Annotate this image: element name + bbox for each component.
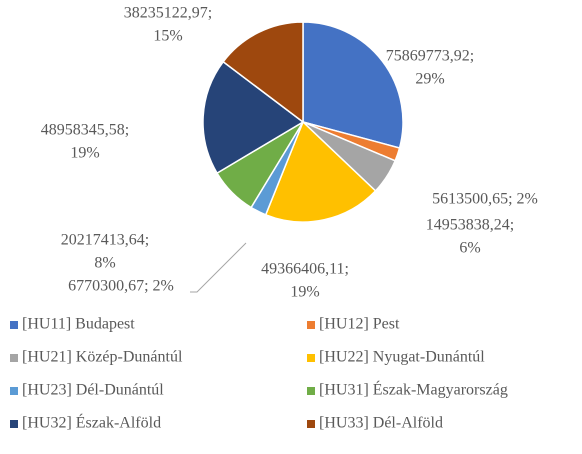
data-label: 38235122,97; 15%	[124, 4, 212, 44]
legend-swatch	[307, 321, 315, 329]
legend-label: [HU22] Nyugat-Dunántúl	[319, 349, 485, 366]
data-label-line: 19%	[290, 283, 319, 300]
data-label: 20217413,64; 8%	[61, 231, 149, 271]
data-label-line: 6%	[459, 239, 480, 256]
data-label: 6770300,67; 2%	[68, 278, 174, 295]
data-label-line: 14953838,24;	[426, 216, 514, 233]
data-label-line: 20217413,64;	[61, 231, 149, 248]
legend-label: [HU12] Pest	[319, 316, 400, 333]
legend-swatch	[307, 420, 315, 428]
data-label-line: 15%	[153, 27, 182, 44]
pie-slice	[222, 21, 304, 124]
data-label-line: 75869773,92;	[386, 47, 474, 64]
data-label-line: 49366406,11;	[261, 260, 349, 277]
data-label-line: 48958345,58;	[41, 121, 129, 138]
legend-swatch	[10, 387, 18, 395]
data-label: 75869773,92; 29%	[386, 47, 474, 87]
pie-slice	[202, 60, 305, 175]
data-label-line: 29%	[415, 70, 444, 87]
data-label-line: 38235122,97;	[124, 4, 212, 21]
legend-label: [HU31] Észak-Magyarország	[319, 380, 508, 399]
leader-line	[190, 242, 247, 293]
legend-swatch	[10, 321, 18, 329]
data-label: 48958345,58; 19%	[41, 121, 129, 161]
data-label: 49366406,11; 19%	[261, 260, 349, 300]
data-label-line: 8%	[94, 254, 115, 271]
data-label: 5613500,65; 2%	[432, 191, 538, 208]
legend-label: [HU32] Észak-Alföld	[22, 413, 161, 432]
legend-label: [HU21] Közép-Dunántúl	[22, 349, 183, 366]
data-label-line: 19%	[70, 144, 99, 161]
legend-swatch	[307, 354, 315, 362]
pie-slice	[302, 21, 404, 149]
legend-swatch	[10, 354, 18, 362]
legend-swatch	[10, 420, 18, 428]
legend-label: [HU11] Budapest	[22, 316, 135, 333]
legend-swatch	[307, 387, 315, 395]
legend-label: [HU23] Dél-Dunántúl	[22, 382, 164, 399]
legend-label: [HU33] Dél-Alföld	[319, 415, 443, 432]
data-label: 14953838,24; 6%	[426, 216, 514, 256]
